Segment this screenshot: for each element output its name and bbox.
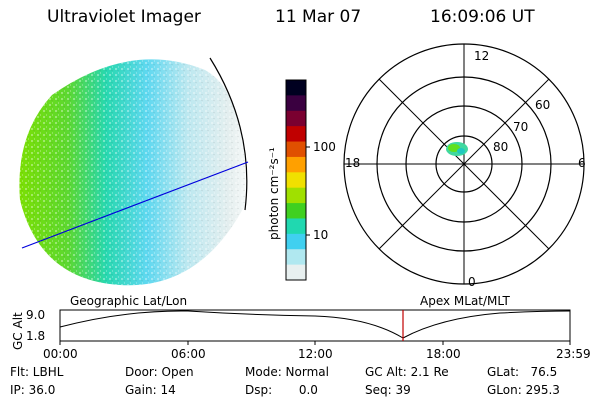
x-label-1800: 18:00	[426, 347, 461, 361]
colorbar-stripe	[286, 264, 306, 281]
colorbar-stripe	[286, 187, 306, 204]
colorbar-stripe	[286, 203, 306, 219]
polar-label-12: 12	[474, 49, 490, 63]
x-label-0600: 06:00	[171, 347, 206, 361]
colorbar-stripe	[286, 172, 306, 189]
x-label-2359: 23:59	[556, 347, 591, 361]
limb-arc	[209, 57, 248, 211]
colorbar-stripe	[286, 218, 306, 235]
info-filter: Flt: LBHL	[10, 365, 64, 379]
info-mode: Mode: Normal	[245, 365, 329, 379]
info-glon: GLon: 295.3	[487, 383, 560, 397]
timeline-left-title: Geographic Lat/Lon	[70, 294, 188, 308]
info-dsp: Dsp: 0.0	[245, 383, 318, 397]
colorbar-label-10: 10	[313, 228, 329, 242]
terminator-line	[21, 161, 249, 249]
colorbar-label-100: 100	[313, 140, 336, 154]
polar-label-lat-60: 60	[535, 98, 551, 112]
colorbar-stripe	[286, 249, 306, 266]
colorbar-gradient	[286, 80, 306, 281]
info-seq: Seq: 39	[365, 383, 411, 397]
colorbar-stripe	[286, 156, 306, 173]
altitude-curve	[59, 310, 571, 339]
timeline-y-label: GC Alt	[11, 312, 25, 350]
polar-label-18: 18	[345, 156, 361, 170]
colorbar-stripe	[286, 126, 306, 143]
timeline-y-tick-top: 9.0	[26, 308, 46, 322]
info-gc-alt: GC Alt: 2.1 Re	[365, 365, 449, 379]
polar-label-lat-70: 70	[513, 120, 529, 134]
colorbar-frame	[285, 79, 307, 281]
info-door: Door: Open	[125, 365, 194, 379]
instrument-title: Ultraviolet Imager	[47, 7, 201, 27]
date-label: 11 Mar 07	[275, 7, 362, 27]
colorbar-stripe	[286, 233, 306, 250]
auroral-emission-image	[19, 59, 246, 286]
colorbar-stripe	[286, 110, 306, 127]
time-label: 16:09:06 UT	[430, 7, 535, 27]
polar-line-diag-2	[378, 78, 550, 250]
x-label-0000: 00:00	[43, 347, 78, 361]
polar-label-6: 6	[578, 156, 586, 170]
timeline-frame	[59, 309, 571, 342]
timeline-right-title: Apex MLat/MLT	[420, 294, 510, 308]
polar-aurora-blob	[446, 142, 468, 156]
colorbar-stripe	[286, 95, 306, 112]
x-label-1200: 12:00	[298, 347, 333, 361]
info-glat: GLat: 76.5	[487, 365, 558, 379]
colorbar-stripe	[286, 141, 306, 158]
colorbar-stripe	[286, 80, 306, 96]
info-ip: IP: 36.0	[10, 383, 56, 397]
info-gain: Gain: 14	[125, 383, 176, 397]
timeline-y-tick-bottom: 1.8	[26, 329, 46, 343]
polar-label-0: 0	[468, 275, 476, 289]
polar-label-lat-80: 80	[493, 140, 509, 154]
